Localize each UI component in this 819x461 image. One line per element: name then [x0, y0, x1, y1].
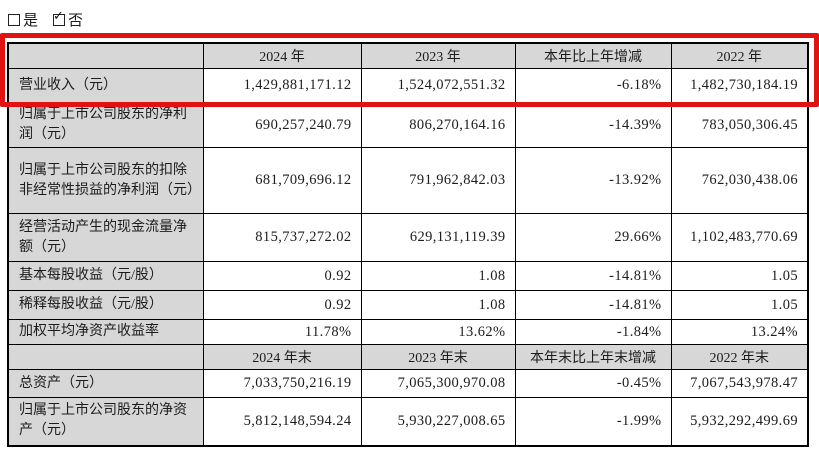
checkbox-unchecked-icon[interactable] — [8, 13, 20, 26]
table-row-net-profit-excl-nonrecurring: 归属于上市公司股东的扣除非经常性损益的净利润（元） 681,709,696.12… — [7, 147, 809, 214]
option-yes-label: 是 — [23, 13, 40, 29]
row-label: 经营活动产生的现金流量净额（元） — [7, 213, 204, 262]
cell-change: -1.99% — [514, 397, 672, 446]
cell-2023: 629,131,119.39 — [360, 213, 516, 262]
cell-change: -14.81% — [514, 290, 672, 320]
row-label: 总资产（元） — [7, 369, 204, 398]
cell-2023: 7,065,300,970.08 — [360, 369, 516, 398]
table-row-operating-revenue: 营业收入（元） 1,429,881,171.12 1,524,072,551.3… — [7, 68, 809, 103]
cell-change: -14.39% — [514, 102, 672, 148]
row-label: 基本每股收益（元/股） — [7, 261, 204, 291]
option-no[interactable]: ✓ 否 — [53, 9, 84, 30]
table-header-row-year-end: 2024 年末 2023 年末 本年末比上年末增减 2022 年末 — [7, 344, 809, 370]
header-2022: 2022 年 — [670, 42, 809, 69]
cell-2022: 13.24% — [670, 319, 809, 345]
cell-2023: 1.08 — [360, 290, 516, 320]
cell-change: 29.66% — [514, 213, 672, 262]
cell-2023: 791,962,842.03 — [360, 147, 516, 214]
cell-2022: 7,067,543,978.47 — [670, 369, 809, 398]
header-2024: 2024 年 — [202, 42, 362, 69]
table-row-net-assets: 归属于上市公司股东的净资产（元） 5,812,148,594.24 5,930,… — [7, 397, 809, 446]
cell-2023: 5,930,227,008.65 — [360, 397, 516, 446]
cell-2024: 5,812,148,594.24 — [202, 397, 362, 446]
cell-change: -6.18% — [514, 68, 672, 103]
row-label: 归属于上市公司股东的净资产（元） — [7, 397, 204, 446]
cell-2024: 0.92 — [202, 261, 362, 291]
table-row-weighted-avg-roe: 加权平均净资产收益率 11.78% 13.62% -1.84% 13.24% — [7, 319, 809, 345]
cell-2022: 1.05 — [670, 261, 809, 291]
header-2023: 2023 年 — [360, 42, 516, 69]
cell-change: -1.84% — [514, 319, 672, 345]
row-label: 归属于上市公司股东的扣除非经常性损益的净利润（元） — [7, 147, 204, 214]
cell-2022: 1.05 — [670, 290, 809, 320]
cell-change: -14.81% — [514, 261, 672, 291]
table-row-basic-eps: 基本每股收益（元/股） 0.92 1.08 -14.81% 1.05 — [7, 261, 809, 291]
cell-2023: 806,270,164.16 — [360, 102, 516, 148]
cell-2024: 0.92 — [202, 290, 362, 320]
cell-2022: 783,050,306.45 — [670, 102, 809, 148]
header-2023-year-end: 2023 年末 — [360, 344, 516, 370]
table-row-operating-cash-flow: 经营活动产生的现金流量净额（元） 815,737,272.02 629,131,… — [7, 213, 809, 262]
header-2024-year-end: 2024 年末 — [202, 344, 362, 370]
row-label: 稀释每股收益（元/股） — [7, 290, 204, 320]
yes-no-options: 是 ✓ 否 — [8, 9, 84, 30]
cell-2022: 1,102,483,770.69 — [670, 213, 809, 262]
cell-2024: 815,737,272.02 — [202, 213, 362, 262]
header-2022-year-end: 2022 年末 — [670, 344, 809, 370]
row-label: 加权平均净资产收益率 — [7, 319, 204, 345]
cell-2024: 681,709,696.12 — [202, 147, 362, 214]
row-label: 归属于上市公司股东的净利润（元） — [7, 102, 204, 148]
cell-2023: 1,524,072,551.32 — [360, 68, 516, 103]
cell-2024: 1,429,881,171.12 — [202, 68, 362, 103]
cell-2024: 690,257,240.79 — [202, 102, 362, 148]
cell-2024: 11.78% — [202, 319, 362, 345]
option-yes[interactable]: 是 — [8, 9, 39, 30]
cell-2023: 13.62% — [360, 319, 516, 345]
option-no-label: 否 — [68, 13, 85, 29]
checkbox-checked-icon[interactable]: ✓ — [53, 9, 66, 26]
cell-2022: 5,932,292,499.69 — [670, 397, 809, 446]
cell-2022: 762,030,438.06 — [670, 147, 809, 214]
cell-change: -0.45% — [514, 369, 672, 398]
table-row-diluted-eps: 稀释每股收益（元/股） 0.92 1.08 -14.81% 1.05 — [7, 290, 809, 320]
financial-summary-table: 2024 年 2023 年 本年比上年增减 2022 年 营业收入（元） 1,4… — [7, 42, 809, 447]
cell-change: -13.92% — [514, 147, 672, 214]
header-yoy-change: 本年比上年增减 — [514, 42, 672, 69]
cell-2023: 1.08 — [360, 261, 516, 291]
cell-2022: 1,482,730,184.19 — [670, 68, 809, 103]
cell-2024: 7,033,750,216.19 — [202, 369, 362, 398]
table-header-row-annual: 2024 年 2023 年 本年比上年增减 2022 年 — [7, 42, 809, 69]
header-empty-cell — [7, 344, 204, 370]
row-label: 营业收入（元） — [7, 68, 204, 103]
header-year-end-change: 本年末比上年末增减 — [514, 344, 672, 370]
header-empty-cell — [7, 42, 204, 69]
check-icon: ✓ — [53, 8, 64, 24]
table-row-net-profit: 归属于上市公司股东的净利润（元） 690,257,240.79 806,270,… — [7, 102, 809, 148]
table-row-total-assets: 总资产（元） 7,033,750,216.19 7,065,300,970.08… — [7, 369, 809, 398]
